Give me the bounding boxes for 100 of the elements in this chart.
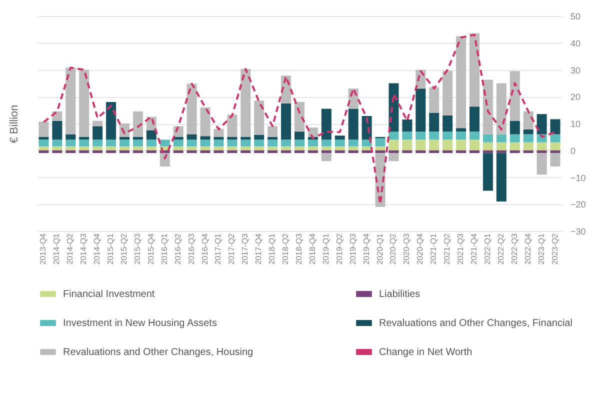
legend-label: Financial Investment (63, 289, 155, 300)
x-tick-label: 2018-Q2 (281, 232, 290, 265)
x-tick-label: 2020-Q1 (375, 232, 384, 265)
bar (146, 146, 156, 150)
bar (160, 140, 170, 146)
bar (281, 103, 292, 140)
bar (388, 132, 399, 140)
bar (550, 150, 560, 154)
bar (38, 122, 49, 137)
bar (254, 150, 264, 154)
bar (92, 120, 103, 126)
bar (510, 142, 520, 150)
bar (52, 120, 62, 140)
bar (308, 146, 318, 150)
bar (268, 126, 278, 137)
bar (268, 150, 278, 154)
bar (106, 140, 116, 146)
bar (416, 88, 426, 132)
y-axis-title: € Billion (8, 104, 20, 144)
bar (268, 140, 278, 146)
bar (429, 132, 440, 140)
bar (173, 140, 184, 146)
bar (536, 114, 547, 134)
bar (200, 150, 210, 154)
bar (294, 102, 304, 132)
line-series (42, 34, 556, 206)
bar (470, 150, 480, 154)
bar (227, 146, 238, 150)
bar (456, 36, 466, 128)
x-tick-label: 2023-Q1 (536, 232, 546, 265)
x-tick-label: 2018-Q3 (294, 232, 304, 265)
bar (470, 140, 480, 150)
bar (321, 108, 332, 140)
bar (496, 134, 506, 142)
y-tick-label: −10 (570, 172, 586, 183)
x-tick-label: 2021-Q4 (470, 232, 478, 265)
bar (281, 146, 292, 150)
x-tick-label: 2014-Q3 (79, 232, 88, 265)
x-tick-label: 2016-Q4 (200, 232, 210, 265)
bar (38, 150, 49, 154)
bar (429, 150, 440, 154)
bar (92, 150, 103, 154)
x-tick-label: 2017-Q3 (240, 232, 250, 265)
bar (321, 153, 332, 162)
x-tick-label: 2018-Q1 (268, 232, 277, 265)
x-tick-label: 2019-Q2 (334, 232, 344, 265)
bar (160, 153, 170, 166)
bar (375, 138, 386, 146)
bar (334, 136, 345, 140)
bar (240, 150, 251, 154)
bar (186, 134, 197, 140)
bar (510, 120, 520, 134)
bar (416, 132, 426, 140)
bar (173, 150, 184, 154)
x-tick-label: 2017-Q2 (227, 232, 236, 265)
y-tick-label: 20 (570, 92, 581, 102)
bar (523, 129, 534, 134)
bar (442, 132, 453, 140)
bar (200, 107, 210, 136)
bar (402, 140, 412, 150)
bar (470, 132, 480, 140)
x-tick-label: 2015-Q1 (106, 232, 116, 265)
bar (52, 150, 62, 154)
bar (132, 136, 143, 140)
bar (214, 140, 224, 146)
bar (388, 140, 399, 150)
bar (523, 150, 534, 154)
x-tick-label: 2013-Q4 (38, 232, 48, 265)
bar (281, 140, 292, 146)
bar (334, 150, 345, 154)
x-tick-label: 2023-Q2 (550, 232, 560, 265)
bar (132, 140, 143, 146)
bar (66, 68, 76, 134)
bar (375, 146, 386, 150)
bar (186, 84, 197, 134)
bar (92, 146, 103, 150)
bar (375, 150, 386, 154)
bar (38, 146, 49, 150)
bar (321, 140, 332, 146)
legend-label: Liabilities (379, 289, 420, 300)
bar (186, 150, 197, 154)
bar (120, 136, 130, 140)
x-tick-label: 2021-Q3 (456, 232, 466, 265)
bar (106, 102, 116, 140)
bar (416, 150, 426, 154)
bar (442, 70, 453, 116)
x-tick-label: 2022-Q3 (510, 232, 519, 265)
x-tick-label: 2020-Q2 (388, 232, 398, 265)
bar (550, 119, 560, 134)
x-tick-label: 2019-Q4 (362, 232, 371, 265)
bar (510, 150, 520, 154)
legend-label: Revaluations and Other Changes, Financial (379, 318, 572, 329)
y-tick-label: 40 (570, 38, 581, 48)
bar (388, 150, 399, 154)
x-tick-label: 2015-Q4 (146, 232, 156, 265)
bar (416, 140, 426, 150)
bar (536, 150, 547, 154)
bar (321, 146, 332, 150)
bar (496, 150, 506, 154)
bar (52, 140, 62, 146)
